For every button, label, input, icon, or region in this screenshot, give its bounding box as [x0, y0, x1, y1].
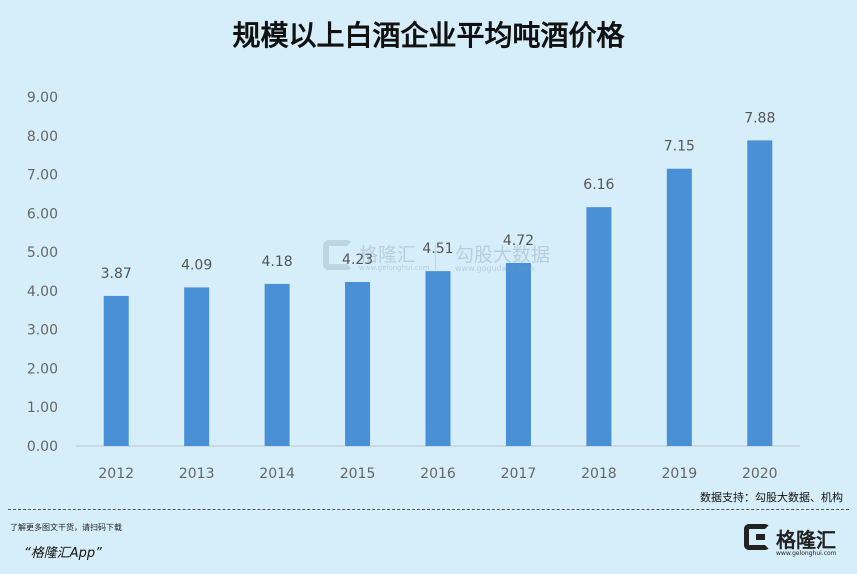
watermark-divider [435, 244, 436, 270]
data-label: 4.09 [181, 257, 212, 273]
y-tick-label: 4.00 [27, 284, 58, 300]
data-label: 7.15 [664, 139, 695, 155]
x-tick-label: 2014 [259, 466, 295, 482]
source-note: 数据支持：勾股大数据、机构 [700, 491, 843, 504]
x-tick-label: 2016 [420, 466, 456, 482]
y-tick-label: 2.00 [27, 361, 58, 377]
y-tick-label: 0.00 [27, 439, 58, 455]
bar [264, 283, 290, 446]
y-tick-label: 1.00 [27, 400, 58, 416]
data-label: 4.51 [422, 241, 453, 257]
data-labels: 3.87 4.09 4.18 4.23 4.51 4.72 6.16 7.15 7.88 [101, 110, 776, 281]
bar [747, 140, 773, 447]
y-tick-label: 8.00 [27, 129, 58, 145]
data-label: 6.16 [583, 177, 614, 193]
y-tick-label: 9.00 [27, 90, 58, 106]
bar [586, 207, 612, 446]
footer-divider [8, 509, 849, 510]
footer-app-name: “格隆汇App” [24, 546, 102, 561]
bar [184, 287, 210, 446]
data-label: 3.87 [101, 266, 132, 282]
watermark-brand-url: www.gelonghui.com [359, 264, 430, 272]
y-tick-label: 3.00 [27, 323, 58, 339]
data-label: 4.23 [342, 252, 373, 268]
x-tick-label: 2019 [662, 466, 698, 482]
chart-title: 规模以上白酒企业平均吨酒价格 [232, 19, 625, 52]
bar [505, 262, 531, 446]
watermark-partner: 勾股大数据 [455, 244, 551, 266]
watermark-brand: 格隆汇 [359, 244, 417, 266]
bar [425, 271, 451, 446]
y-axis: 0.00 1.00 2.00 3.00 4.00 5.00 6.00 7.00 8.00 9.00 [27, 90, 58, 455]
bar [345, 281, 371, 446]
watermark-logo-icon [323, 240, 353, 270]
x-tick-label: 2015 [340, 466, 376, 482]
x-tick-label: 2017 [501, 466, 537, 482]
bar [103, 295, 129, 446]
watermark-partner-url: www.gogudata.com [455, 264, 535, 273]
x-tick-label: 2018 [581, 466, 617, 482]
x-tick-label: 2012 [98, 466, 134, 482]
x-tick-label: 2013 [179, 466, 215, 482]
brand-logo: 格隆汇 www.gelonghui.com [744, 520, 849, 564]
bar-series [103, 140, 773, 447]
y-tick-label: 5.00 [27, 245, 58, 261]
logo-icon [744, 524, 770, 550]
x-axis: 2012 2013 2014 2015 2016 2017 2018 2019 2020 [76, 445, 800, 482]
y-tick-label: 7.00 [27, 168, 58, 184]
footer-note: 了解更多图文干货，请扫码下载 [10, 523, 122, 532]
logo-name: 格隆汇 [776, 528, 836, 552]
bar [666, 168, 692, 446]
logo-url: www.gelonghui.com [776, 550, 837, 557]
x-tick-label: 2020 [742, 466, 778, 482]
watermark: 格隆汇 www.gelonghui.com 勾股大数据 www.gogudata… [323, 238, 573, 278]
data-label: 4.72 [503, 233, 534, 249]
data-label: 4.18 [262, 254, 293, 270]
data-label: 7.88 [744, 110, 775, 126]
y-tick-label: 6.00 [27, 206, 58, 222]
